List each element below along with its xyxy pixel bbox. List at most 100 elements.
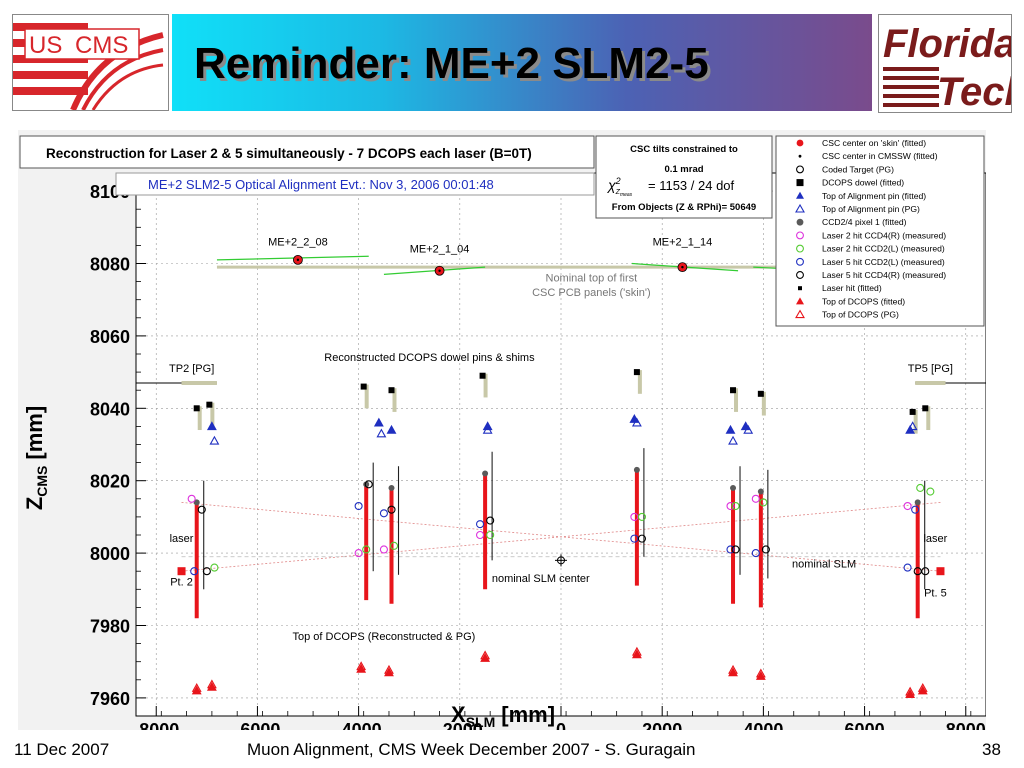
legend-marker — [796, 139, 804, 147]
top-dcops-fitted-marker — [356, 663, 367, 673]
legend-marker — [796, 297, 804, 305]
dcops-dowel-marker — [479, 372, 486, 379]
alignment-pin-pg-marker — [209, 435, 220, 445]
legend-label: Top of Alignment pin (PG) — [822, 204, 920, 214]
logo-tech-text: Tech — [937, 70, 1011, 112]
ccd-pixel-marker — [730, 484, 737, 491]
legend-label: Top of DCOPS (fitted) — [822, 296, 905, 306]
alignment-pin-fitted-marker — [206, 421, 217, 431]
laser5-ccd2-marker — [190, 567, 199, 576]
footer-page-number: 38 — [982, 740, 1001, 759]
top-dcops-fitted-marker — [191, 685, 202, 695]
laser2-ccd4-marker — [726, 501, 735, 511]
alignment-pin-pg-marker — [728, 435, 738, 445]
ccd-pixel-marker — [388, 484, 395, 491]
legend-label: Laser 2 hit CCD2(L) (measured) — [822, 244, 945, 254]
laser-point-marker — [177, 567, 186, 576]
laser5-ccd2-marker — [726, 545, 735, 554]
legend-label: CSC center on 'skin' (fitted) — [822, 138, 926, 148]
ccd-pixel-marker — [193, 499, 200, 506]
alignment-pin-pg-marker — [631, 417, 642, 427]
chart-annotation: TP2 [PG] — [169, 363, 214, 375]
alignment-pin-fitted-marker — [373, 417, 384, 427]
csc-cmssw-marker — [296, 258, 300, 262]
alignment-pin-pg-marker — [907, 421, 918, 431]
laser2-ccd2-marker — [759, 498, 768, 507]
laser5-ccd4-marker — [637, 534, 647, 543]
laser-5-line — [181, 502, 941, 572]
chart-annotation: nominal SLM — [792, 559, 856, 571]
top-dcops-pg-marker — [917, 682, 928, 692]
legend-box — [775, 135, 985, 327]
laser2-ccd4-marker — [379, 545, 388, 554]
laser2-ccd2-marker — [210, 563, 219, 572]
legend-label: Laser 5 hit CCD4(R) (measured) — [822, 270, 946, 280]
chi2-line4: From Objects (Z & RPhi)= 50649 — [612, 202, 756, 213]
chi2-line1: CSC tilts constrained to — [630, 144, 738, 155]
dcops-dowel-marker — [206, 401, 213, 408]
annotations: ME+2_2_08ME+2_1_04ME+2_1_14ME+2_2_27Nomi… — [169, 236, 953, 643]
legend-label: Laser 5 hit CCD2(L) (measured) — [822, 257, 945, 267]
chart-annotation: Pt. 5 — [924, 588, 947, 600]
laser5-ccd2-marker — [911, 505, 920, 514]
laser5-ccd4-marker — [202, 567, 211, 576]
chart-annotation: Top of DCOPS (Reconstructed & PG) — [293, 631, 476, 643]
top-dcops-pg-marker — [631, 646, 642, 656]
logo-stripes — [883, 67, 939, 107]
x-tick-label: -8000 — [133, 720, 179, 730]
y-tick-label: 8060 — [90, 327, 130, 347]
footer-center: Muon Alignment, CMS Week December 2007 -… — [247, 740, 696, 759]
legend-label: Laser hit (fitted) — [822, 283, 882, 293]
top-dcops-pg-marker — [206, 679, 217, 689]
dcops-dowel-marker — [633, 369, 640, 376]
legend-marker — [798, 154, 802, 158]
laser5-ccd2-marker — [630, 534, 639, 543]
chart-annotation: CSC PCB panels ('skin') — [532, 287, 651, 299]
chart-subtitle: ME+2 SLM2-5 Optical Alignment Evt.: Nov … — [148, 177, 494, 192]
legend-marker — [798, 286, 802, 291]
chart-annotation: laser — [170, 533, 194, 545]
csc-tilt-line — [383, 266, 486, 275]
alignment-pin-fitted-marker — [386, 424, 397, 434]
x-tick-label: 2000 — [642, 720, 682, 730]
ccd-pixel-marker — [757, 488, 764, 495]
chart-annotation: TP5 [PG] — [908, 363, 953, 375]
laser5-ccd4-marker — [197, 505, 206, 514]
legend-label: CCD2/4 pixel 1 (fitted) — [822, 217, 907, 227]
ccd-pixel-marker — [633, 466, 640, 473]
top-dcops-fitted-marker — [206, 681, 217, 691]
x-tick-label: 4000 — [743, 720, 783, 730]
chart-annotation: ME+2_2_08 — [268, 236, 328, 248]
legend-marker — [796, 179, 804, 187]
chart-svg: -8000 -6000 -4000 -2000 0 2000 4000 6000 8000796… — [18, 130, 987, 740]
y-tick-label: 8020 — [90, 472, 130, 492]
legend: CSC center on 'skin' (fitted) CSC center … — [795, 138, 946, 320]
x-tick-label: 8000 — [946, 720, 986, 730]
top-dcops-pg-marker — [905, 686, 916, 696]
y-tick-label: 7980 — [90, 617, 130, 637]
legend-label: Top of Alignment pin (fitted) — [822, 191, 926, 201]
laser2-ccd2-marker — [637, 512, 647, 521]
chart-annotation: Reconstructed DCOPS dowel pins & shims — [324, 352, 535, 364]
legend-marker — [796, 165, 804, 174]
legend-marker — [796, 271, 804, 279]
laser2-ccd4-marker — [475, 530, 485, 540]
chart-subtitle-box — [115, 172, 595, 196]
x-axis-title: XSLM [mm] — [451, 702, 555, 730]
legend-marker — [796, 191, 804, 199]
dcops-dowel-marker — [730, 387, 737, 394]
alignment-pin-fitted-marker — [725, 424, 736, 434]
laser5-ccd2-marker — [903, 563, 912, 572]
ccd-pixel-marker — [914, 499, 921, 506]
laser2-ccd2-marker — [731, 501, 740, 511]
us-cms-logo-graphic: US CMS — [13, 15, 168, 110]
top-dcops-fitted-marker — [755, 671, 766, 680]
laser5-ccd4-marker — [364, 480, 373, 489]
dcops-dowel-marker — [757, 390, 764, 397]
footer-date: 11 Dec 2007 — [14, 740, 110, 759]
chi2-box — [595, 135, 773, 219]
x-tick-label: -6000 — [234, 720, 280, 730]
top-dcops-fitted-marker — [384, 667, 394, 677]
legend-marker — [796, 218, 804, 226]
laser2-ccd2-marker — [389, 541, 399, 550]
